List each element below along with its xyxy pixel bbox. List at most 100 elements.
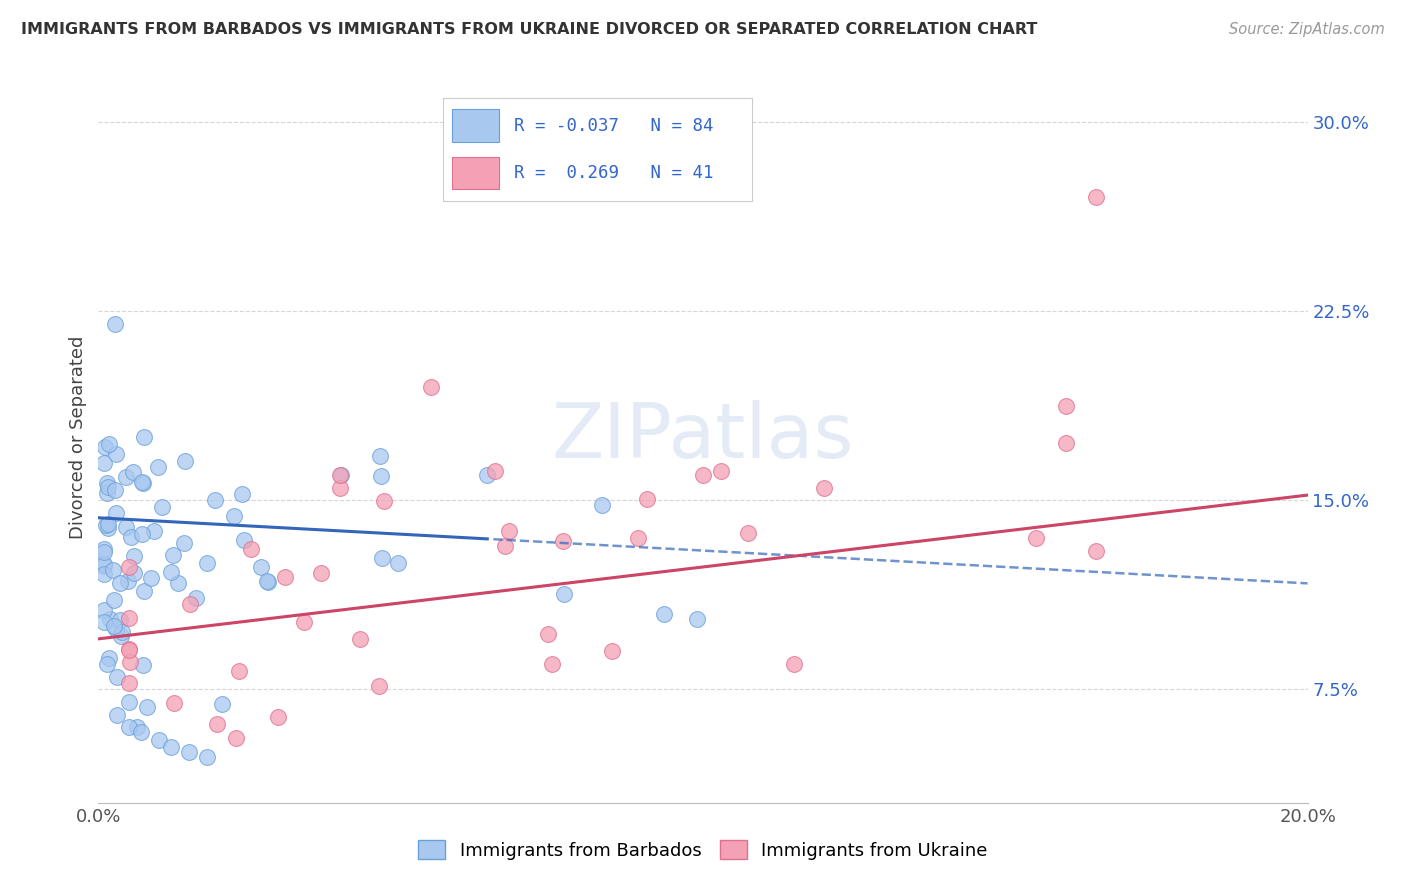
Point: [105, 707, 128, 722]
Point: [591, 498, 613, 512]
Point: [105, 447, 128, 461]
Point: [371, 551, 394, 566]
Point: [184, 591, 207, 605]
Point: [118, 695, 141, 709]
Point: [231, 487, 253, 501]
Point: [686, 612, 709, 626]
Point: [118, 676, 141, 690]
Point: [93, 559, 115, 574]
Point: [163, 696, 186, 710]
Point: [94, 518, 117, 533]
Point: [110, 613, 132, 627]
Point: [368, 679, 391, 693]
Point: [129, 725, 152, 739]
FancyBboxPatch shape: [453, 110, 499, 142]
Text: R = -0.037   N = 84: R = -0.037 N = 84: [515, 117, 713, 135]
Point: [159, 566, 181, 580]
Point: [536, 627, 558, 641]
Point: [97, 480, 120, 494]
Point: [98, 651, 121, 665]
Point: [111, 624, 134, 639]
Point: [195, 750, 218, 764]
Point: [240, 541, 263, 556]
Point: [122, 566, 145, 580]
Point: [131, 475, 153, 490]
Point: [167, 575, 190, 590]
Point: [309, 566, 332, 580]
Point: [97, 521, 120, 535]
Point: [420, 379, 443, 393]
Point: [162, 548, 184, 562]
Point: [267, 710, 290, 724]
Point: [103, 618, 125, 632]
Point: [1085, 190, 1108, 204]
Point: [150, 500, 173, 514]
Point: [121, 530, 143, 544]
FancyBboxPatch shape: [453, 157, 499, 189]
Point: [148, 732, 170, 747]
Point: [222, 509, 245, 524]
Point: [118, 655, 141, 669]
Point: [110, 629, 132, 643]
Point: [132, 584, 155, 599]
Point: [373, 494, 395, 508]
Point: [551, 533, 574, 548]
Point: [96, 486, 118, 500]
Point: [737, 525, 759, 540]
Point: [93, 603, 115, 617]
Legend: Immigrants from Barbados, Immigrants from Ukraine: Immigrants from Barbados, Immigrants fro…: [411, 833, 995, 867]
Point: [783, 657, 806, 671]
Text: ZIPatlas: ZIPatlas: [551, 401, 855, 474]
Point: [692, 467, 714, 482]
Point: [813, 481, 835, 495]
Point: [1054, 399, 1077, 413]
Point: [330, 467, 353, 482]
Point: [93, 542, 115, 557]
Point: [540, 657, 562, 671]
Point: [117, 574, 139, 588]
Point: [370, 469, 392, 483]
Point: [118, 643, 141, 657]
Y-axis label: Divorced or Separated: Divorced or Separated: [69, 335, 87, 539]
Point: [349, 632, 371, 646]
Point: [139, 571, 162, 585]
Point: [101, 563, 124, 577]
Text: IMMIGRANTS FROM BARBADOS VS IMMIGRANTS FROM UKRAINE DIVORCED OR SEPARATED CORREL: IMMIGRANTS FROM BARBADOS VS IMMIGRANTS F…: [21, 22, 1038, 37]
Point: [652, 607, 675, 621]
Point: [96, 657, 118, 671]
Point: [131, 476, 153, 491]
Point: [1024, 531, 1046, 545]
Point: [98, 437, 121, 451]
Point: [118, 560, 141, 574]
Point: [225, 731, 247, 745]
Point: [256, 574, 278, 588]
Point: [104, 506, 127, 520]
Point: [134, 430, 156, 444]
Point: [93, 557, 115, 571]
Point: [204, 492, 226, 507]
Point: [1085, 543, 1108, 558]
Point: [179, 745, 201, 759]
Point: [98, 611, 121, 625]
Point: [710, 464, 733, 478]
Point: [118, 611, 141, 625]
Point: [211, 697, 233, 711]
Point: [294, 615, 316, 629]
Point: [173, 454, 195, 468]
Point: [93, 456, 115, 470]
Point: [160, 740, 183, 755]
Point: [96, 475, 118, 490]
Point: [370, 449, 392, 463]
Point: [93, 566, 115, 581]
Text: Source: ZipAtlas.com: Source: ZipAtlas.com: [1229, 22, 1385, 37]
Point: [135, 700, 157, 714]
Point: [114, 470, 136, 484]
Text: R =  0.269   N = 41: R = 0.269 N = 41: [515, 164, 713, 182]
Point: [173, 536, 195, 550]
Point: [250, 559, 273, 574]
Point: [131, 527, 153, 541]
Point: [125, 720, 148, 734]
Point: [484, 464, 506, 478]
Point: [602, 644, 624, 658]
Point: [274, 570, 297, 584]
